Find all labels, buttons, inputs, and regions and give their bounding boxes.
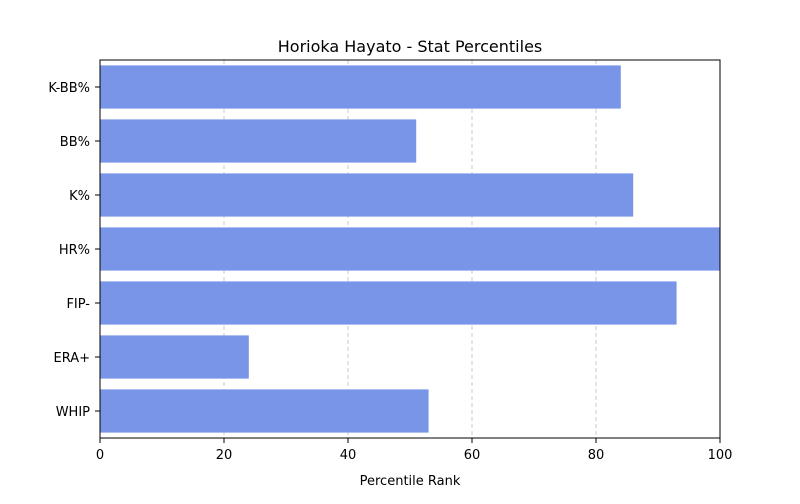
bar: [100, 173, 634, 217]
bars: [100, 65, 720, 433]
x-tick-label: 100: [708, 448, 733, 463]
chart-title: Horioka Hayato - Stat Percentiles: [278, 37, 543, 56]
bar: [100, 335, 249, 379]
x-axis-label: Percentile Rank: [360, 474, 461, 489]
x-tick-label: 40: [340, 448, 357, 463]
y-tick-label: K-BB%: [48, 81, 90, 96]
bar: [100, 281, 677, 325]
y-tick-label: HR%: [59, 243, 90, 258]
y-tick-label: K%: [69, 189, 90, 204]
y-tick-label: BB%: [60, 135, 90, 150]
bar: [100, 227, 720, 271]
y-tick-label: FIP-: [66, 297, 90, 312]
x-tick-label: 60: [464, 448, 481, 463]
x-axis-ticks: 0 20 40 60 80 100: [96, 438, 733, 463]
x-tick-label: 80: [588, 448, 605, 463]
y-tick-label: ERA+: [53, 351, 90, 366]
y-tick-label: WHIP: [56, 405, 90, 420]
x-tick-label: 0: [96, 448, 104, 463]
bar: [100, 119, 417, 163]
x-tick-label: 20: [216, 448, 233, 463]
bar: [100, 389, 429, 433]
bar: [100, 65, 621, 109]
y-axis-ticks: K-BB% BB% K% HR% FIP- ERA+ WHIP: [48, 81, 100, 420]
